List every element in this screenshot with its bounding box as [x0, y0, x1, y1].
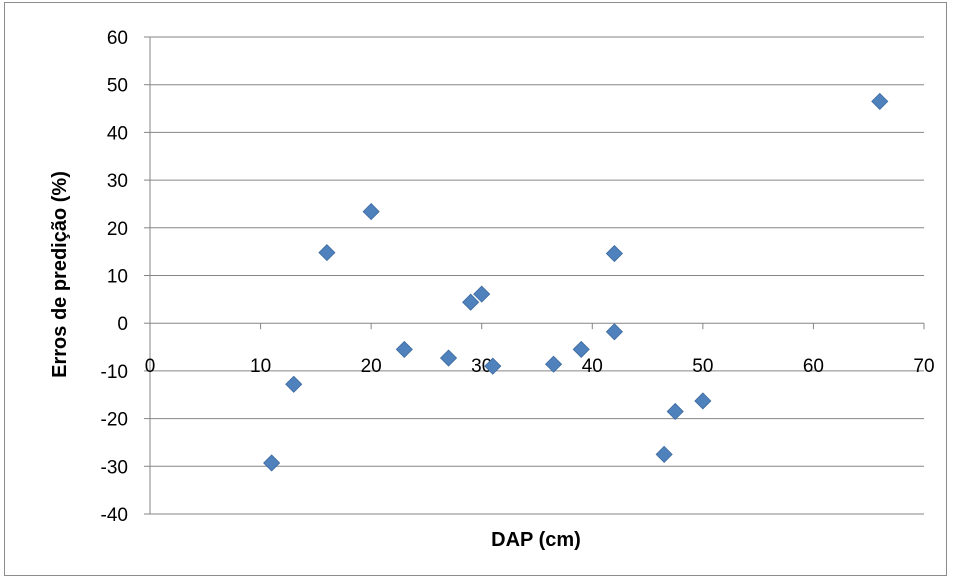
data-point — [605, 244, 623, 263]
axes — [144, 36, 925, 515]
data-point — [318, 244, 336, 262]
x-tick-label: 30 — [471, 356, 492, 377]
y-tick-label: 50 — [107, 76, 128, 97]
y-tick-label: 40 — [107, 123, 128, 144]
y-tick-labels: -40 -30 -20 -10 0 10 20 30 40 50 60 — [101, 28, 128, 526]
x-tick-labels: 0 10 20 30 40 50 60 70 — [145, 356, 935, 377]
x-tick-label: 10 — [250, 356, 271, 377]
data-point — [462, 293, 480, 311]
x-tick-label: 20 — [361, 356, 382, 377]
data-point — [484, 357, 502, 375]
x-tick-label: 60 — [803, 356, 824, 377]
y-tick-label: -10 — [101, 362, 128, 383]
y-tick-label: 60 — [107, 28, 128, 49]
x-axis-title: DAP (cm) — [491, 529, 581, 551]
y-tick-label: 0 — [117, 314, 128, 335]
gridlines — [150, 36, 924, 515]
chart-frame — [4, 2, 947, 576]
data-point — [694, 392, 712, 410]
x-tick-label: 70 — [913, 356, 934, 377]
y-tick-label: 10 — [107, 267, 128, 288]
y-tick-label: -20 — [101, 410, 128, 431]
y-tick-label: 20 — [107, 219, 128, 240]
data-point — [871, 92, 889, 110]
y-tick-label: 30 — [107, 171, 128, 192]
x-tick-label: 40 — [582, 356, 603, 377]
data-point — [545, 355, 563, 373]
x-tick-label: 50 — [692, 356, 713, 377]
data-point — [285, 375, 303, 393]
data-point — [473, 285, 491, 303]
data-point — [439, 349, 458, 367]
data-point — [605, 323, 623, 341]
data-point — [655, 445, 673, 463]
data-point — [572, 340, 590, 359]
x-tick-label: 0 — [145, 356, 156, 377]
data-point — [362, 203, 380, 221]
data-point — [263, 454, 281, 472]
y-tick-label: -40 — [101, 505, 128, 526]
data-point — [395, 340, 413, 359]
y-axis-title: Erros de predição (%) — [49, 171, 71, 378]
data-point — [666, 402, 684, 421]
data-points — [263, 92, 889, 472]
y-tick-label: -30 — [101, 457, 128, 478]
